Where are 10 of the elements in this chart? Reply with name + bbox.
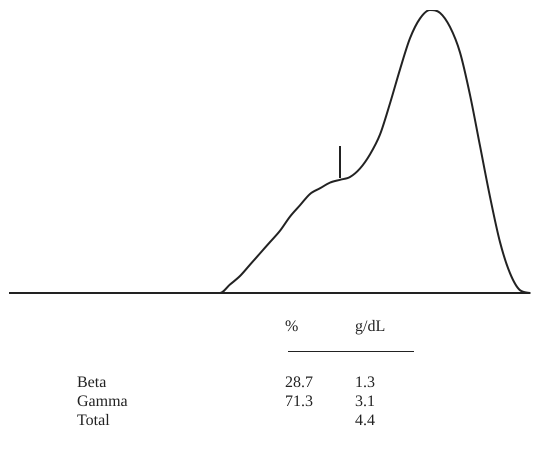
- text: Beta: [77, 374, 106, 392]
- text: 3.1: [355, 393, 375, 411]
- text: %: [285, 318, 298, 336]
- text: 4.4: [355, 412, 375, 430]
- text: 28.7: [285, 374, 313, 392]
- text: 71.3: [285, 393, 313, 411]
- text: Gamma: [77, 393, 128, 411]
- text: Total: [77, 412, 110, 430]
- text: g/dL: [355, 318, 386, 336]
- text: 1.3: [355, 374, 375, 392]
